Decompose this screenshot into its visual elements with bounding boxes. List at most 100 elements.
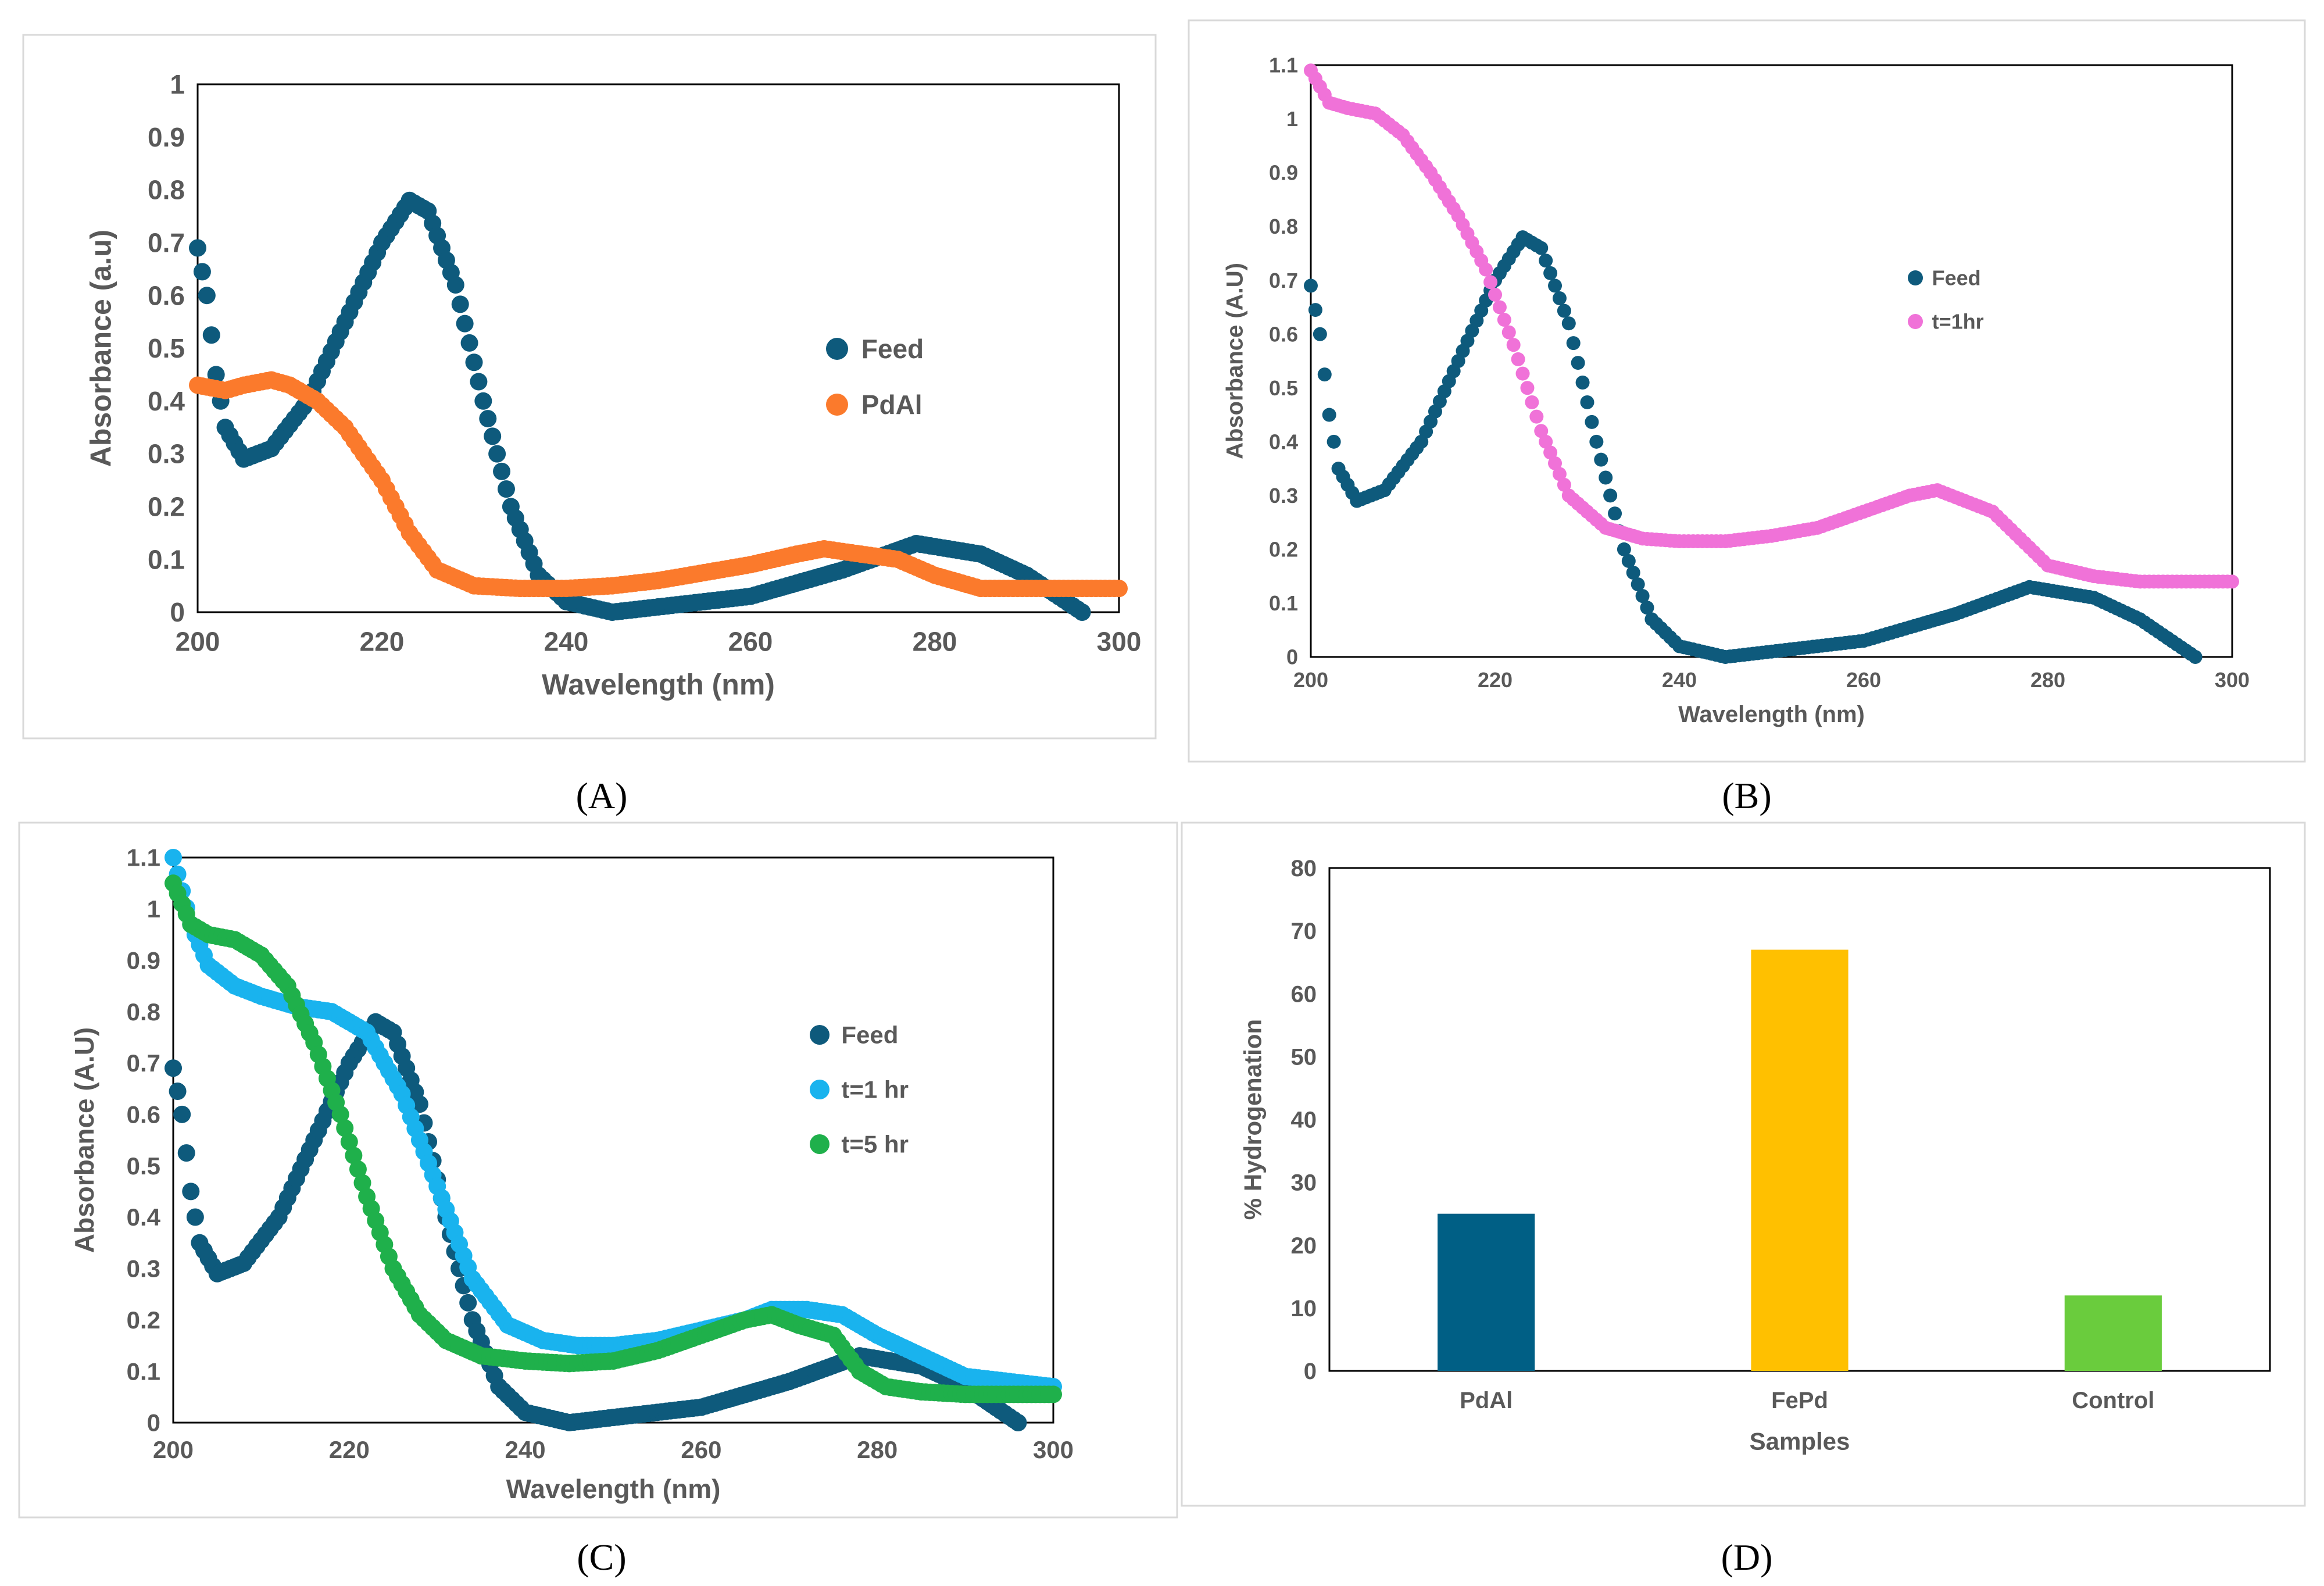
y-tick-label: 20 [1291, 1233, 1317, 1259]
data-point [169, 1083, 187, 1101]
y-tick-label: 0.3 [1269, 484, 1298, 508]
panel-d-frame [1181, 821, 2306, 1507]
data-point [456, 315, 474, 333]
legend-marker [1908, 314, 1923, 329]
y-tick-label: 0 [147, 1409, 160, 1437]
data-point [1575, 376, 1590, 390]
data-point [345, 1146, 363, 1165]
data-point [1497, 313, 1511, 327]
data-point [1327, 434, 1341, 449]
data-point [1308, 303, 1322, 317]
x-tick-label: 280 [857, 1436, 898, 1463]
data-point [465, 353, 483, 372]
y-tick-label: 1 [147, 895, 160, 923]
x-tick-label: 240 [544, 627, 589, 657]
y-tick-label: 0.4 [1269, 430, 1298, 453]
data-point [1621, 553, 1636, 568]
data-point [177, 1144, 195, 1162]
x-tick-label: 260 [681, 1436, 721, 1463]
data-point [497, 480, 515, 498]
panel-label-a: (A) [576, 775, 628, 816]
data-point [1543, 445, 1558, 460]
data-point [1045, 1385, 1062, 1403]
x-tick-label: Control [2072, 1388, 2154, 1413]
data-point [193, 263, 211, 281]
y-tick-label: 0 [1286, 645, 1298, 669]
data-point [1603, 488, 1618, 503]
y-tick-label: 0 [1304, 1359, 1317, 1384]
data-point [1543, 266, 1558, 280]
series-pdal [189, 371, 1128, 598]
data-point [1479, 262, 1493, 277]
legend-marker [1908, 270, 1923, 285]
x-tick-label: 280 [2030, 668, 2065, 692]
data-point [198, 287, 216, 305]
chart-c: 0 0.1 0.2 0.3 0.4 0.5 0.6 0.7 0.8 0.9 1 1.1 200 220 24… [69, 844, 1074, 1504]
data-point [1548, 456, 1563, 470]
y-tick-label: 30 [1291, 1170, 1317, 1196]
x-tick-label: 200 [1293, 668, 1328, 692]
legend-marker [826, 394, 848, 416]
y-tick-label: 60 [1291, 981, 1317, 1007]
x-tick-label: FePd [1771, 1388, 1828, 1413]
y-tick-label: 10 [1291, 1296, 1317, 1321]
x-tick-label: 280 [913, 627, 957, 657]
x-tick-label: 200 [153, 1436, 194, 1463]
x-tick-label: 220 [1478, 668, 1513, 692]
legend-label: t=1 hr [841, 1076, 909, 1103]
y-tick-label: 0.7 [127, 1049, 160, 1077]
y-tick-label: 0.1 [148, 544, 185, 574]
x-tick-label: 220 [329, 1436, 370, 1463]
y-tick-label: 50 [1291, 1044, 1317, 1070]
data-point [1317, 367, 1332, 382]
data-point [459, 1294, 477, 1312]
data-point [1580, 395, 1594, 409]
panel-c-frame [18, 821, 1178, 1519]
data-point [173, 1105, 191, 1123]
data-point [479, 410, 497, 428]
chart-a: 0 0.1 0.2 0.3 0.4 0.5 0.6 0.7 0.8 0.9 1 200 220 240 26… [84, 69, 1141, 701]
data-point [1599, 470, 1613, 485]
panel-label-b: (B) [1722, 775, 1771, 816]
data-point [1322, 408, 1336, 422]
data-point [1548, 278, 1563, 293]
y-tick-label: 1 [1286, 107, 1298, 131]
data-point [1566, 336, 1581, 351]
y-tick-label: 0.2 [148, 492, 185, 522]
y-tick-label: 1.1 [1269, 53, 1298, 77]
x-axis-title: Wavelength (nm) [542, 669, 775, 701]
y-tick-label: 0.5 [127, 1152, 160, 1180]
x-tick-label: 240 [1662, 668, 1697, 692]
series-t-5-hr [165, 874, 1062, 1403]
data-point [1073, 603, 1091, 621]
y-axis-title: Absorbance (A.U) [69, 1027, 99, 1253]
data-point [1511, 352, 1525, 366]
data-point [1483, 275, 1498, 290]
data-point [1534, 424, 1549, 438]
data-point [1561, 316, 1576, 331]
data-point [1501, 325, 1516, 340]
data-point [1534, 241, 1549, 255]
data-point [2225, 574, 2239, 589]
data-point [336, 1119, 354, 1137]
data-point [1488, 287, 1502, 302]
y-tick-label: 0.8 [1269, 215, 1298, 238]
y-tick-label: 0.1 [1269, 591, 1298, 615]
y-tick-label: 0 [170, 597, 185, 627]
series-feed [1304, 230, 2203, 664]
y-tick-label: 1 [170, 69, 185, 99]
y-tick-label: 0.5 [148, 333, 185, 363]
y-tick-label: 0.4 [148, 386, 185, 416]
data-point [1313, 327, 1327, 341]
data-point [451, 295, 469, 313]
y-tick-label: 0.9 [148, 122, 185, 152]
x-tick-label: 200 [176, 627, 220, 657]
legend-label: Feed [1932, 266, 1981, 290]
y-tick-label: 0.6 [148, 280, 185, 310]
x-tick-label: PdAl [1460, 1388, 1513, 1413]
bar-fepd [1751, 949, 1849, 1371]
y-tick-label: 0.7 [148, 228, 185, 258]
legend-marker [810, 1025, 830, 1045]
bar-control [2064, 1295, 2162, 1371]
x-tick-label: 300 [1033, 1436, 1074, 1463]
